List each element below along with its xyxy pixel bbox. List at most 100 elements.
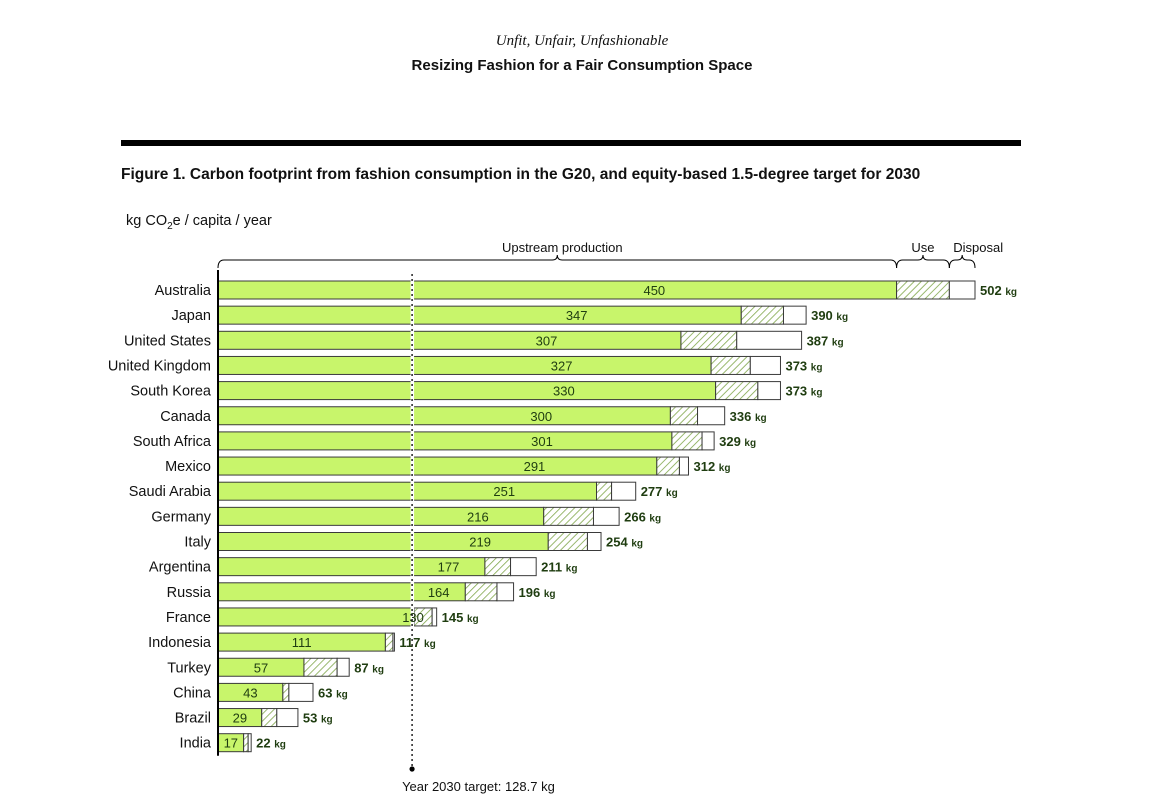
section-divider (121, 140, 1021, 146)
bar-disposal (701, 431, 715, 451)
total-unit: kg (1005, 287, 1017, 298)
unit-subscript: 2 (167, 220, 173, 232)
bar-production (217, 330, 682, 350)
bar-use (671, 431, 703, 451)
country-label: Turkey (167, 660, 212, 676)
bar-use (710, 355, 751, 375)
total-unit: kg (649, 513, 661, 524)
total-unit: kg (719, 463, 731, 474)
bar-disposal (736, 330, 803, 350)
production-value-label: 347 (566, 308, 588, 323)
document-series-title: Unfit, Unfair, Unfashionable (495, 33, 669, 49)
unit-suffix: e / capita / year (172, 213, 272, 229)
target-gap (410, 481, 415, 502)
bar-use (243, 733, 249, 753)
country-label: Argentina (149, 560, 212, 576)
production-value-label: 216 (467, 509, 489, 524)
total-value-label: 266 kg (624, 509, 661, 524)
bar-use (543, 506, 594, 526)
bar-use (303, 657, 338, 677)
total-unit: kg (744, 438, 756, 449)
total-value-label: 312 kg (693, 459, 730, 474)
total-unit: kg (336, 689, 348, 700)
total-value-label: 387 kg (807, 333, 844, 348)
total-unit: kg (544, 589, 556, 600)
country-label: France (166, 610, 211, 626)
unit-prefix: kg CO (126, 213, 168, 229)
bar-production (217, 431, 673, 451)
header-production: Upstream production (502, 240, 623, 255)
bar-production (217, 406, 671, 426)
target-gap (410, 456, 415, 477)
total-number: 312 (693, 459, 718, 474)
country-label: Russia (167, 585, 212, 601)
total-unit: kg (755, 413, 767, 424)
total-value-label: 502 kg (980, 283, 1017, 298)
country-label: Mexico (165, 459, 211, 475)
bar-disposal (757, 381, 781, 401)
total-unit: kg (832, 337, 844, 348)
country-label: Indonesia (148, 635, 212, 651)
bar-production (217, 305, 742, 325)
bar-disposal (288, 682, 314, 702)
target-label: Year 2030 target: 128.7 kg (402, 779, 555, 794)
total-value-label: 277 kg (641, 484, 678, 499)
country-label: Canada (160, 409, 212, 425)
bar-use (896, 280, 950, 300)
country-label: Japan (171, 308, 211, 324)
total-value-label: 373 kg (785, 384, 822, 399)
total-number: 266 (624, 509, 649, 524)
total-value-label: 336 kg (730, 409, 767, 424)
total-unit: kg (666, 488, 678, 499)
total-number: 145 (442, 610, 467, 625)
disposal-brace (948, 254, 976, 269)
country-label: United States (124, 333, 211, 349)
total-number: 196 (519, 585, 544, 600)
figure-caption: Figure 1. Carbon footprint from fashion … (121, 166, 921, 183)
bar-use (740, 305, 784, 325)
total-number: 211 (541, 560, 566, 575)
production-value-label: 164 (428, 585, 450, 600)
bar-disposal (749, 355, 781, 375)
production-value-label: 251 (493, 484, 515, 499)
bar-disposal (611, 481, 637, 501)
target-gap (410, 581, 415, 602)
bar-use (596, 481, 613, 501)
bar-production (217, 607, 415, 627)
target-gap (410, 531, 415, 552)
total-number: 87 (354, 660, 372, 675)
total-number: 63 (318, 685, 336, 700)
document-title: Resizing Fashion for a Fair Consumption … (411, 57, 753, 74)
total-value-label: 87 kg (354, 660, 384, 675)
bar-disposal (247, 733, 252, 753)
production-value-label: 17 (224, 736, 238, 751)
bar-disposal (392, 632, 395, 652)
country-label: China (173, 685, 212, 701)
production-value-label: 130 (402, 610, 424, 625)
total-number: 336 (730, 409, 755, 424)
country-label: Germany (151, 509, 211, 525)
total-value-label: 329 kg (719, 434, 756, 449)
header-use: Use (911, 240, 934, 255)
bar-disposal (697, 406, 726, 426)
total-number: 329 (719, 434, 744, 449)
country-label: Saudi Arabia (129, 484, 212, 500)
bar-production (217, 506, 545, 526)
total-value-label: 145 kg (442, 610, 479, 625)
production-brace (217, 254, 898, 269)
production-value-label: 291 (524, 459, 546, 474)
bar-use (464, 582, 498, 602)
bar-disposal (431, 607, 438, 627)
total-number: 390 (811, 308, 836, 323)
total-number: 117 (399, 635, 424, 650)
production-value-label: 177 (438, 560, 460, 575)
total-unit: kg (836, 312, 848, 323)
bar-disposal (948, 280, 976, 300)
total-value-label: 53 kg (303, 711, 333, 726)
bar-production (217, 456, 658, 476)
production-value-label: 43 (243, 685, 257, 700)
total-unit: kg (467, 614, 479, 625)
bar-production (217, 280, 898, 300)
bar-use (547, 532, 588, 551)
production-value-label: 57 (254, 660, 268, 675)
